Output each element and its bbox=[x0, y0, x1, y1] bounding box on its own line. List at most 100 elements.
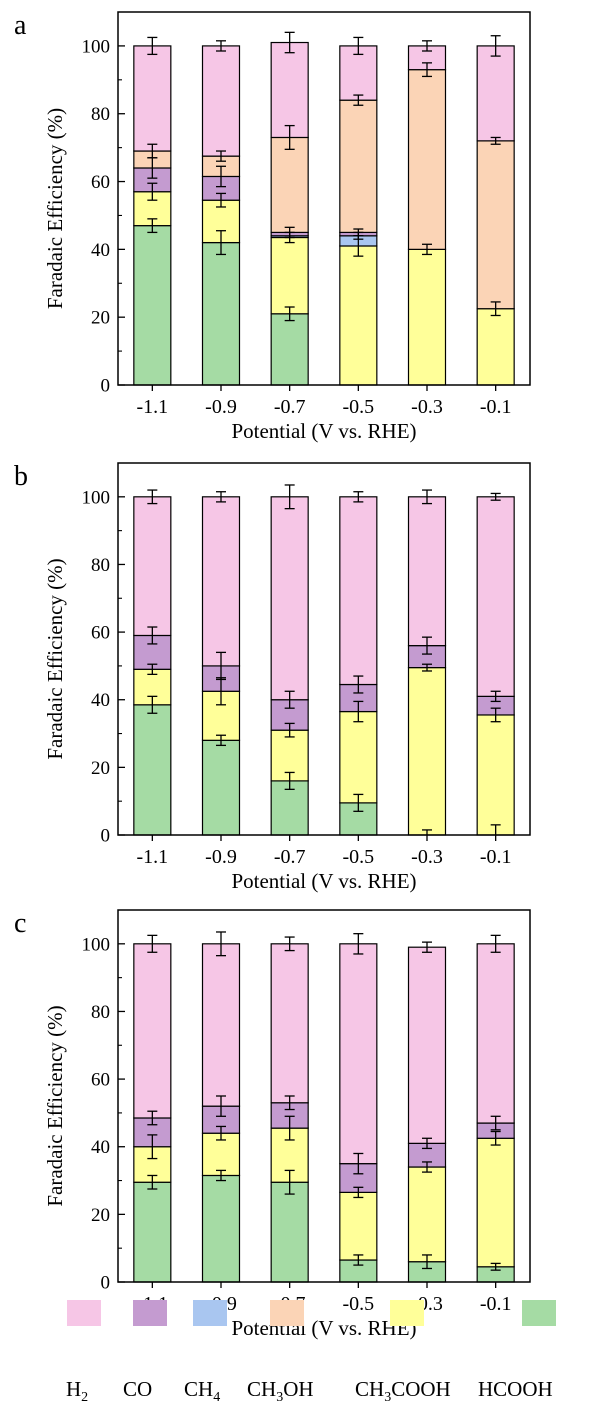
chart-panel-b: 0 20 40 60 80 100 -1.1 -0.9 -0.7 -0.5 -0.3 -0.1 Pote… bbox=[14, 461, 531, 893]
y-tick-label: 40 bbox=[91, 690, 110, 711]
x-tick-label-0-5: -0.5 bbox=[342, 846, 374, 868]
plot-frame bbox=[117, 909, 531, 1283]
error-bar-ch3cooh-0-5 bbox=[353, 700, 364, 723]
error-bar-hcooh-0-3 bbox=[422, 829, 432, 835]
error-bar-co-0-9 bbox=[216, 165, 226, 188]
y-tick-label: 80 bbox=[91, 555, 110, 576]
bar-ch3oh-0-3 bbox=[407, 69, 447, 250]
bar-h2-0-7 bbox=[270, 496, 309, 701]
panel-label-a: a bbox=[14, 10, 27, 41]
bar-ch3cooh-0-3 bbox=[407, 1166, 447, 1263]
bar-ch3cooh-0-3 bbox=[407, 248, 447, 386]
y-axis-label: Faradaic Efficiency (%) bbox=[43, 108, 67, 309]
y-tick-label: 0 bbox=[101, 1273, 111, 1294]
error-bar-co-0-9 bbox=[216, 1095, 226, 1117]
error-bar-co-0-9 bbox=[216, 651, 226, 681]
error-bar-ch3cooh-0-3 bbox=[422, 663, 432, 672]
x-tick-label-0-9: -0.9 bbox=[205, 846, 237, 868]
legend-item-ch3oh: CH3OH bbox=[247, 1300, 314, 1405]
error-bar-ch3cooh-0-9 bbox=[216, 1125, 226, 1141]
bar-ch3cooh-0-3 bbox=[407, 666, 447, 836]
legend-swatch-ch3oh bbox=[270, 1300, 304, 1326]
error-bar-ch3cooh-0-9 bbox=[216, 192, 226, 208]
error-bar-hcooh-1-1 bbox=[147, 218, 158, 234]
error-bar-h2-0-7 bbox=[284, 484, 295, 510]
bar-ch3oh-0-7 bbox=[270, 136, 309, 234]
error-bar-co-0-7 bbox=[284, 1095, 295, 1111]
y-axis-label: Faradaic Efficiency (%) bbox=[43, 558, 67, 759]
error-bar-hcooh-0-5 bbox=[353, 1254, 364, 1266]
legend: H2 CO CH4 CH3OH CH3COOH HCOOH bbox=[66, 1300, 556, 1405]
error-bar-hcooh-0-9 bbox=[216, 734, 226, 747]
error-bar-h2-0-1 bbox=[490, 492, 501, 501]
error-bar-co-0-7 bbox=[284, 690, 295, 709]
bar-h2-0-9 bbox=[201, 45, 241, 157]
error-bar-hcooh-0-1 bbox=[490, 824, 501, 835]
bar-hcooh-1-1 bbox=[133, 225, 172, 386]
error-bar-h2-0-3 bbox=[422, 941, 432, 953]
error-bar-ch3cooh-0-5 bbox=[353, 1186, 364, 1199]
y-tick-label: 0 bbox=[101, 376, 111, 397]
y-tick-label: 20 bbox=[91, 1205, 110, 1226]
legend-label-hcooh: HCOOH bbox=[478, 1377, 553, 1401]
error-bar-hcooh-0-1 bbox=[490, 1262, 501, 1271]
error-bar-co-1-1 bbox=[147, 626, 158, 645]
bars bbox=[133, 943, 515, 1283]
bar-h2-0-7 bbox=[270, 943, 309, 1104]
bars bbox=[133, 41, 515, 386]
x-tick-label-0-5: -0.5 bbox=[342, 1293, 374, 1315]
bar-ch3cooh-0-1 bbox=[476, 1137, 515, 1268]
error-bar-co-0-5 bbox=[353, 675, 364, 694]
error-bar-h2-1-1 bbox=[147, 934, 158, 953]
bar-ch3oh-0-5 bbox=[339, 99, 378, 234]
error-bar-h2-0-3 bbox=[422, 489, 432, 505]
error-bar-ch3cooh-0-1 bbox=[490, 301, 501, 317]
legend-swatch-hcooh bbox=[522, 1300, 556, 1326]
x-axis-label: Potential (V vs. RHE) bbox=[231, 419, 416, 443]
plot-frame bbox=[117, 462, 531, 836]
error-bars bbox=[147, 931, 501, 1271]
error-bar-h2-0-9 bbox=[216, 931, 226, 957]
x-tick-label-0-7: -0.7 bbox=[274, 396, 306, 418]
y-tick-label: 60 bbox=[91, 623, 110, 644]
bar-ch3cooh-0-5 bbox=[339, 245, 378, 386]
legend-swatch-co bbox=[133, 1300, 167, 1326]
y-tick-label: 40 bbox=[91, 1137, 110, 1158]
y-axis: 0 20 40 60 80 100 bbox=[82, 487, 125, 847]
bar-hcooh-0-9 bbox=[201, 1174, 241, 1283]
y-tick-label: 60 bbox=[91, 1070, 110, 1091]
bar-h2-1-1 bbox=[133, 45, 172, 152]
error-bar-h2-0-9 bbox=[216, 491, 226, 503]
bar-h2-0-5 bbox=[339, 943, 378, 1165]
bar-hcooh-1-1 bbox=[133, 1181, 172, 1283]
legend-item-co: CO bbox=[123, 1300, 167, 1401]
legend-label-ch3cooh: CH3COOH bbox=[355, 1377, 451, 1405]
bar-ch3oh-0-1 bbox=[476, 140, 515, 310]
error-bar-ch3cooh-0-3 bbox=[422, 243, 432, 256]
error-bar-ch3oh-1-1 bbox=[147, 143, 158, 159]
bar-h2-0-9 bbox=[201, 496, 241, 667]
x-tick-label-1-1: -1.1 bbox=[136, 396, 168, 418]
bar-ch3cooh-0-1 bbox=[476, 714, 515, 836]
panel-label-c: c bbox=[14, 908, 26, 939]
bar-h2-0-3 bbox=[407, 946, 447, 1144]
error-bar-h2-0-5 bbox=[353, 491, 364, 503]
error-bar-h2-0-1 bbox=[490, 934, 501, 953]
x-axis: -1.1 -0.9 -0.7 -0.5 -0.3 -0.1 bbox=[136, 385, 512, 418]
error-bar-h2-1-1 bbox=[147, 489, 158, 505]
legend-label-co: CO bbox=[123, 1377, 152, 1401]
error-bar-co-0-1 bbox=[490, 690, 501, 703]
bar-hcooh-1-1 bbox=[133, 704, 172, 836]
error-bar-ch3cooh-0-7 bbox=[284, 722, 295, 738]
y-tick-label: 80 bbox=[91, 104, 110, 125]
error-bar-h2-0-1 bbox=[490, 35, 501, 57]
y-tick-label: 20 bbox=[91, 758, 110, 779]
plot-frame bbox=[117, 11, 531, 386]
error-bar-ch3cooh-0-3 bbox=[422, 1161, 432, 1173]
bar-hcooh-0-7 bbox=[270, 313, 309, 386]
error-bar-h2-0-5 bbox=[353, 933, 364, 955]
bars bbox=[133, 496, 515, 836]
bar-ch3cooh-0-5 bbox=[339, 710, 378, 804]
y-tick-label: 100 bbox=[82, 36, 111, 57]
bar-ch3cooh-0-7 bbox=[270, 236, 309, 315]
